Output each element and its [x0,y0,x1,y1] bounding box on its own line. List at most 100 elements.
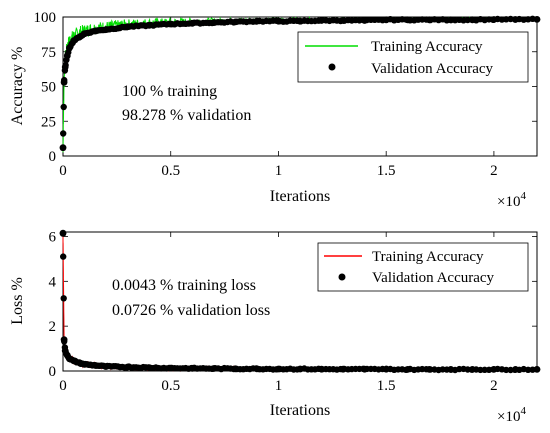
accuracy-validation-point [70,37,78,44]
loss-legend-validation-label: Validation Accuracy [372,270,495,286]
accuracy-validation-point [469,16,476,24]
loss-validation-point [60,295,67,302]
loss-validation-point [447,366,455,373]
loss-validation-point [533,366,541,373]
loss-validation-point [512,366,519,373]
loss-legend-training-label: Training Accuracy [372,249,484,265]
accuracy-legend-validation-swatch [328,63,336,71]
loss-validation-point [361,365,368,373]
loss-legend-validation-swatch [338,273,346,281]
accuracy-x-tick-label: 1 [275,163,283,179]
loss-validation-point [167,364,175,372]
loss-x-axis-label: Iterations [270,402,330,419]
accuracy-x-tick-label: 0 [59,163,67,179]
accuracy-validation-point [91,27,99,35]
loss-validation-point [60,253,67,260]
accuracy-x-tick-label: 1.5 [377,163,396,179]
accuracy-validation-markers [59,15,541,152]
accuracy-validation-point [512,16,519,23]
loss-validation-point [296,365,304,373]
loss-y-tick-label: 6 [49,229,57,245]
loss-validation-point [490,366,498,373]
loss-annotation-training: 0.0043 % training loss [112,277,256,294]
accuracy-validation-point [188,19,196,27]
accuracy-validation-point [102,26,110,33]
loss-validation-point [253,365,261,373]
accuracy-validation-point [210,19,218,26]
accuracy-y-tick-label: 0 [49,149,57,165]
loss-validation-point [102,363,110,370]
accuracy-y-axis-label: Accuracy % [9,47,26,126]
accuracy-validation-point [318,17,325,24]
accuracy-validation-point [533,16,541,23]
loss-validation-point [318,365,325,373]
accuracy-y-tick-label: 50 [41,80,56,96]
accuracy-validation-point [124,23,131,31]
loss-validation-point [60,336,68,343]
loss-annotation-validation: 0.0726 % validation loss [112,302,270,319]
accuracy-legend: Training Accuracy Validation Accuracy [297,31,529,83]
loss-y-axis-label: Loss % [9,277,26,325]
loss-axis-ticks: 0 0.5 1 1.5 2 0 2 4 6 [49,229,537,394]
loss-series [59,229,541,374]
loss-x-tick-label: 2 [490,378,498,394]
loss-validation-point [124,363,131,371]
loss-legend: Training Accuracy Validation Accuracy [317,242,529,292]
accuracy-validation-point [296,17,304,25]
accuracy-x-exponent: ×104 [497,190,526,210]
accuracy-validation-point [361,17,368,24]
loss-validation-point [145,364,153,371]
accuracy-validation-point [60,103,67,111]
loss-x-tick-label: 0 [59,378,67,394]
loss-panel: 0 0.5 1 1.5 2 0 2 4 6 0.0043 % training loss 0.0… [9,229,541,425]
loss-validation-point [59,229,67,237]
accuracy-validation-point [339,17,347,24]
loss-validation-point [70,357,78,365]
loss-validation-markers [59,229,541,374]
accuracy-validation-point [61,63,69,71]
loss-x-tick-label: 1.5 [377,378,396,394]
accuracy-annotation-training: 100 % training [122,83,217,100]
accuracy-validation-point [66,44,73,51]
loss-legend-box [317,242,529,292]
accuracy-y-tick-label: 100 [34,10,57,26]
loss-validation-point [232,365,239,373]
accuracy-x-axis-label: Iterations [270,188,330,205]
accuracy-validation-point [425,16,433,24]
accuracy-validation-point [81,30,88,38]
loss-validation-point [339,365,347,373]
loss-x-tick-label: 0.5 [161,378,180,394]
accuracy-validation-point [63,52,71,60]
loss-x-exponent: ×104 [497,405,526,425]
accuracy-validation-point [167,20,175,28]
accuracy-validation-point [59,144,67,152]
accuracy-annotation-validation: 98.278 % validation [122,107,251,124]
accuracy-validation-point [447,16,455,24]
loss-validation-point [469,366,476,373]
loss-validation-point [425,366,433,373]
loss-validation-point [382,365,390,373]
accuracy-x-tick-label: 0.5 [161,163,180,179]
accuracy-validation-point [232,18,239,26]
accuracy-validation-point [382,16,390,24]
loss-y-tick-label: 0 [49,364,57,380]
loss-x-tick-label: 1 [275,378,283,394]
accuracy-legend-training-label: Training Accuracy [371,39,483,55]
accuracy-legend-validation-label: Validation Accuracy [371,61,494,77]
accuracy-validation-point [60,130,67,137]
accuracy-validation-point [404,16,412,24]
loss-validation-point [524,366,532,373]
accuracy-axis-ticks: 0 0.5 1 1.5 2 0 25 50 75 100 [34,10,537,179]
loss-y-tick-label: 2 [49,319,57,335]
accuracy-legend-box [297,31,529,83]
loss-validation-point [404,366,412,373]
loss-validation-point [81,360,88,368]
loss-validation-point [188,364,196,372]
accuracy-validation-point [60,78,68,86]
loss-y-tick-label: 4 [49,274,57,290]
accuracy-series [59,15,541,153]
accuracy-validation-point [490,16,498,23]
accuracy-validation-point [145,21,153,29]
loss-validation-point [91,362,99,369]
